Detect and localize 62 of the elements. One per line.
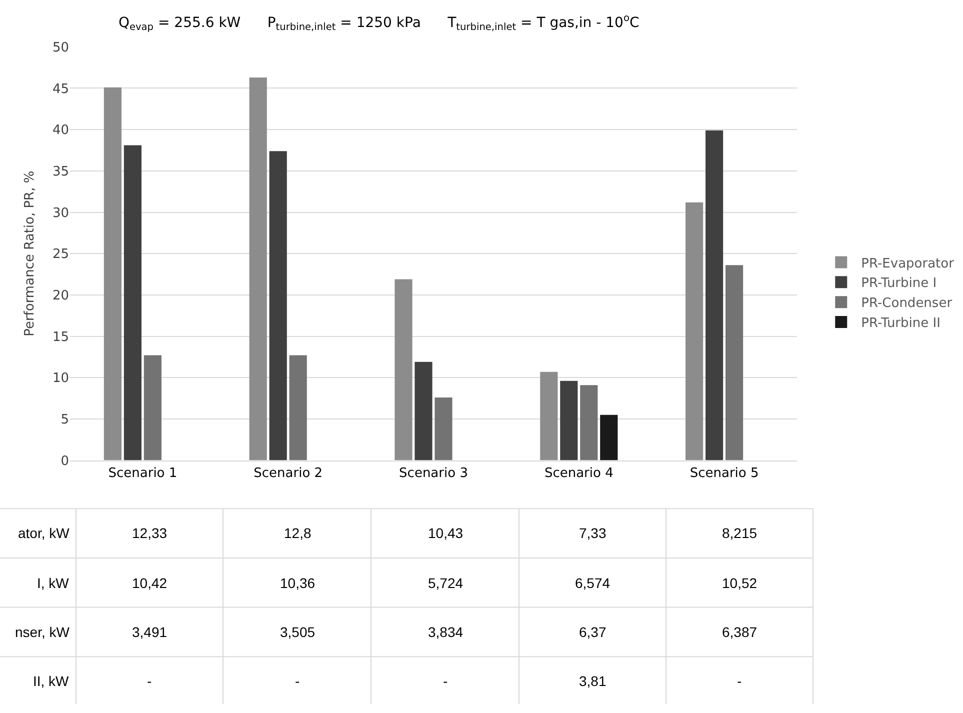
text: 3,505 xyxy=(280,624,316,640)
y-tick-label: 20 xyxy=(52,288,69,304)
text: - xyxy=(147,673,152,689)
y-tick-label: 25 xyxy=(52,247,69,262)
bar xyxy=(560,380,578,460)
bar xyxy=(706,130,724,460)
bar xyxy=(726,265,744,460)
x-tick-label: Scenario 4 xyxy=(544,466,614,481)
bar xyxy=(144,355,162,460)
text: 12,33 xyxy=(132,525,168,541)
y-tick-label: 40 xyxy=(52,123,69,138)
y-axis-title: Performance Ratio, PR, % xyxy=(22,170,38,336)
legend-label: PR-Evaporator xyxy=(861,256,955,272)
y-tick-label: 30 xyxy=(52,206,69,221)
bar xyxy=(434,397,452,460)
text: 3,834 xyxy=(428,624,464,640)
text: 10,42 xyxy=(132,575,168,591)
category-label: nser, kW xyxy=(15,624,70,640)
bar xyxy=(249,77,267,460)
text: 12,8 xyxy=(284,525,312,541)
y-tick-label: 5 xyxy=(60,412,69,428)
y-tick-label: 45 xyxy=(52,82,69,97)
x-tick-label: Scenario 5 xyxy=(690,466,759,481)
bar xyxy=(269,151,287,460)
bar xyxy=(600,414,618,460)
text: - xyxy=(443,673,448,689)
text: 5,724 xyxy=(428,575,464,591)
text: 10,43 xyxy=(428,525,464,541)
bar xyxy=(289,355,307,460)
bar xyxy=(104,87,122,460)
legend-label: PR-Turbine II xyxy=(861,316,940,332)
text: 10,36 xyxy=(280,575,316,591)
bar xyxy=(394,279,412,460)
text: - xyxy=(295,673,300,689)
text: 7,33 xyxy=(579,525,606,541)
legend-label: PR-Turbine I xyxy=(861,276,937,292)
y-tick-label: 10 xyxy=(52,371,69,386)
text: 6,37 xyxy=(579,624,606,640)
bar xyxy=(540,372,558,460)
text: 8,215 xyxy=(722,525,758,541)
legend-label: PR-Condenser xyxy=(861,296,953,312)
y-tick-label: 0 xyxy=(60,454,69,469)
y-tick-label: 15 xyxy=(52,330,69,345)
chart-title: Q$_{evap}$ = 255.6 kW P$_{turbine,inlet}$ = 1250 kPa T$_{turbine,inlet}$ = T gas,in - 10$^{o}$C xyxy=(118,13,640,33)
category-label: II, kW xyxy=(33,673,69,689)
text: 3,491 xyxy=(132,624,168,640)
x-tick-label: Scenario 2 xyxy=(254,466,323,481)
text: 6,574 xyxy=(575,575,610,591)
y-tick-label: 35 xyxy=(52,164,69,180)
bar xyxy=(686,202,704,460)
bar xyxy=(580,385,598,460)
category-label: I, kW xyxy=(37,575,69,591)
bar xyxy=(124,145,142,460)
x-tick-label: Scenario 1 xyxy=(108,466,178,481)
text: 10,52 xyxy=(722,575,758,591)
text: - xyxy=(737,673,742,689)
x-tick-label: Scenario 3 xyxy=(399,466,468,481)
text: 6,387 xyxy=(722,624,758,640)
y-tick-label: 50 xyxy=(52,40,69,56)
bar xyxy=(414,362,432,460)
text: 3,81 xyxy=(579,673,606,689)
category-label: ator, kW xyxy=(18,525,70,541)
